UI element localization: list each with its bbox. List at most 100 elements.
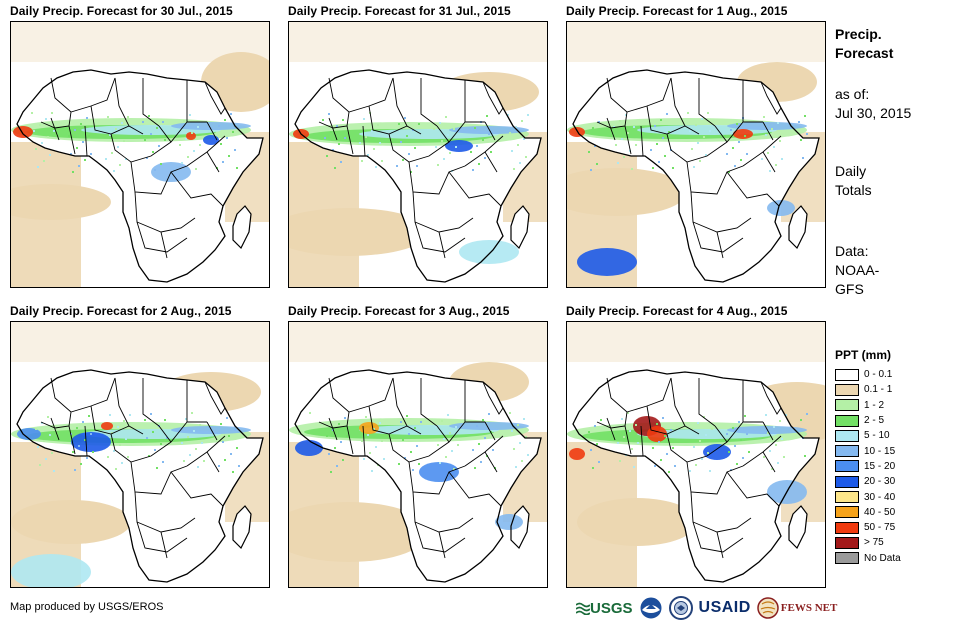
usaid-logo: USAID (699, 600, 751, 616)
rain-speck (527, 114, 529, 116)
country-border (762, 121, 776, 173)
rain-speck (806, 133, 808, 135)
rain-speck (342, 459, 344, 461)
rain-speck (396, 165, 398, 167)
rain-speck (600, 419, 602, 421)
rain-speck (162, 121, 164, 123)
country-border (160, 231, 168, 259)
rain-speck (166, 437, 168, 439)
rain-speck (125, 438, 127, 440)
rain-speck (373, 148, 375, 150)
legend-item: 30 - 40 (835, 489, 960, 504)
country-border (90, 105, 130, 135)
rain-speck (363, 458, 365, 460)
rain-speck (441, 420, 443, 422)
rain-speck (439, 462, 441, 464)
rain-speck (49, 434, 51, 436)
rain-speck (123, 420, 125, 422)
legend-item: 0 - 0.1 (835, 367, 960, 382)
rain-speck (37, 446, 39, 448)
madagascar-landmass (233, 206, 251, 248)
rain-speck (412, 469, 414, 471)
rain-speck (709, 130, 711, 132)
country-border (420, 378, 438, 427)
legend-item: 15 - 20 (835, 459, 960, 474)
rain-speck (449, 152, 451, 154)
rain-speck (86, 117, 88, 119)
legend-title: PPT (mm) (835, 348, 892, 362)
rain-speck (228, 435, 230, 437)
rain-speck (336, 125, 338, 127)
rain-speck (625, 114, 627, 116)
map-canvas (11, 322, 269, 587)
rain-cell (445, 140, 473, 152)
rain-speck (158, 145, 160, 147)
coastline (572, 369, 820, 583)
rain-speck (689, 130, 691, 132)
rain-speck (650, 149, 652, 151)
rain-speck (183, 460, 185, 462)
rain-speck (695, 464, 697, 466)
rain-speck (777, 122, 779, 124)
legend-label: 0.1 - 1 (864, 384, 893, 396)
rain-speck (53, 130, 55, 132)
drizzle-region (567, 22, 825, 62)
red-sea-coast (482, 81, 504, 115)
rain-speck (330, 471, 332, 473)
rain-speck (86, 457, 88, 459)
rain-speck (621, 418, 623, 420)
rain-speck (724, 135, 726, 137)
legend-label: 10 - 15 (864, 445, 896, 457)
rain-speck (226, 417, 228, 419)
rain-speck (371, 470, 373, 472)
country-border (130, 461, 188, 495)
rain-speck (654, 465, 656, 467)
rain-speck (88, 135, 90, 137)
rain-cell (647, 426, 667, 442)
rain-speck (68, 135, 70, 137)
rain-speck (806, 413, 808, 415)
rain-speck (596, 443, 598, 445)
rain-speck (193, 150, 195, 152)
precip-map (10, 321, 270, 588)
rain-speck (742, 457, 744, 459)
rain-speck (125, 158, 127, 160)
rain-speck (590, 169, 592, 171)
country-border (484, 121, 498, 173)
rain-speck (201, 442, 203, 444)
rain-speck (375, 446, 377, 448)
rain-speck (588, 151, 590, 153)
rain-speck (185, 418, 187, 420)
rain-speck (420, 421, 422, 423)
rain-speck (594, 425, 596, 427)
rain-speck (670, 429, 672, 431)
rain-speck (744, 415, 746, 417)
usgs-logo: USGS (576, 600, 633, 617)
rain-speck (218, 125, 220, 127)
country-border (670, 377, 700, 435)
rain-speck (637, 442, 639, 444)
rain-speck (328, 113, 330, 115)
rain-cell (733, 129, 753, 139)
rain-speck (359, 142, 361, 144)
rain-speck (185, 138, 187, 140)
rain-speck (455, 426, 457, 428)
country-border (448, 171, 502, 207)
rain-speck (777, 462, 779, 464)
rain-speck (72, 171, 74, 173)
data-source-line: GFS (835, 281, 864, 297)
rain-speck (457, 444, 459, 446)
rain-speck (373, 428, 375, 430)
country-border (692, 221, 744, 253)
country-border (448, 471, 502, 507)
rain-speck (709, 470, 711, 472)
rain-speck (338, 423, 340, 425)
rain-speck (474, 467, 476, 469)
rain-speck (515, 466, 517, 468)
rain-speck (689, 470, 691, 472)
rain-speck (486, 115, 488, 117)
legend-label: 50 - 75 (864, 522, 896, 534)
madagascar-coastline (788, 505, 808, 550)
rain-speck (769, 450, 771, 452)
rain-speck (621, 138, 623, 140)
